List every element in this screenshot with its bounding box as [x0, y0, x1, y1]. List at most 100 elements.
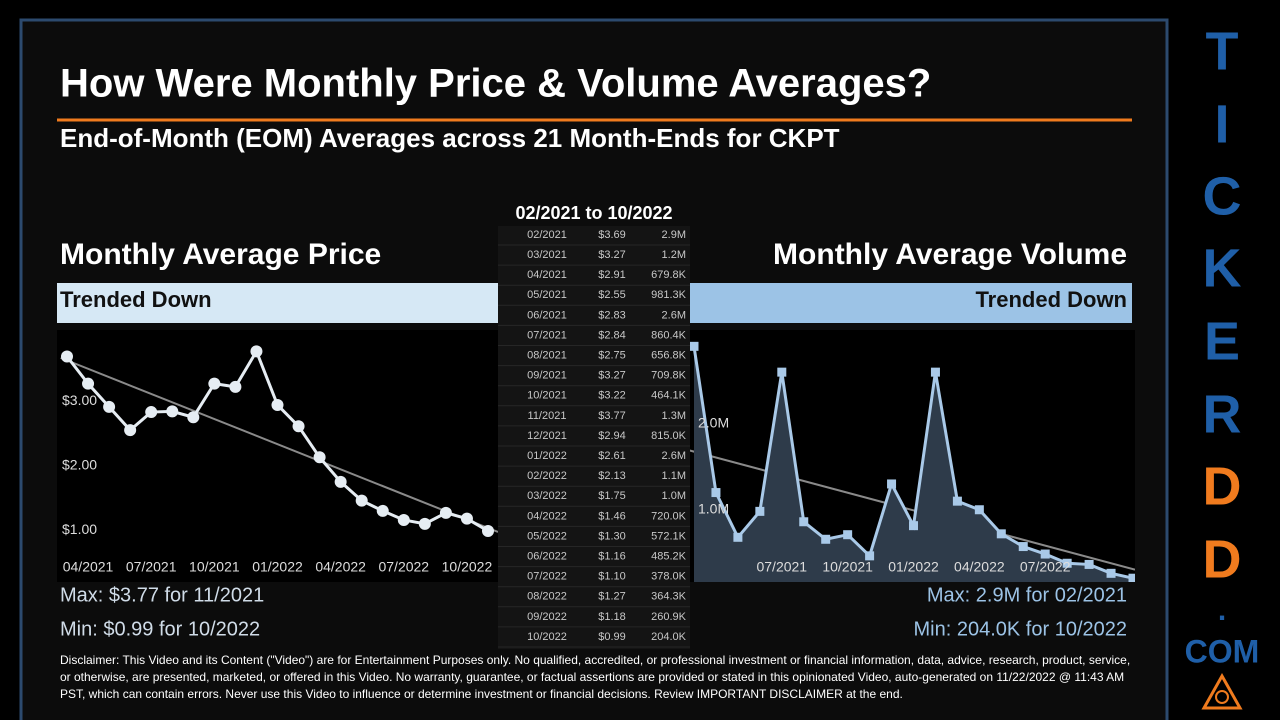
table-cell: $1.75	[598, 490, 626, 502]
price-min: Min: $0.99 for 10/2022	[60, 618, 260, 640]
table-cell: $1.27	[598, 591, 626, 603]
table-cell: 08/2021	[527, 350, 567, 362]
price-point	[124, 424, 137, 437]
chart	[690, 341, 1135, 582]
table-cell: 485.2K	[651, 551, 687, 563]
price-point	[250, 345, 263, 358]
table-cell: $2.13	[598, 470, 626, 482]
price-point	[418, 517, 431, 530]
table-cell: $2.61	[598, 450, 626, 462]
table-cell: 572.1K	[651, 530, 687, 542]
brand-letter: D	[1203, 456, 1242, 516]
volume-point	[1040, 549, 1050, 559]
table-cell: $1.10	[598, 571, 626, 583]
price-point	[166, 405, 179, 418]
table-cell: 12/2021	[527, 430, 567, 442]
x-tick-label: 07/2021	[126, 559, 177, 575]
x-tick-label: 07/2022	[1020, 559, 1071, 575]
brand-letter: K	[1203, 238, 1242, 298]
brand-letter: I	[1214, 94, 1229, 154]
x-tick-label: 01/2022	[252, 559, 303, 575]
volume-point	[1018, 542, 1028, 552]
table-cell: 05/2021	[527, 289, 567, 301]
table-cell: 06/2022	[527, 551, 567, 563]
price-plot	[57, 330, 498, 582]
price-point	[397, 513, 410, 526]
volume-point	[733, 532, 743, 542]
table-cell: 09/2021	[527, 370, 567, 382]
price-trend-bar	[57, 283, 498, 323]
volume-min: Min: 204.0K for 10/2022	[914, 618, 1127, 640]
volume-max: Max: 2.9M for 02/2021	[927, 584, 1127, 606]
table-cell: 10/2022	[527, 631, 567, 643]
table-cell: 03/2022	[527, 490, 567, 502]
volume-point	[1106, 568, 1116, 578]
price-point	[103, 400, 116, 413]
price-point	[313, 451, 326, 464]
price-point	[208, 377, 221, 390]
chart	[60, 345, 498, 537]
table-cell: 981.3K	[651, 289, 687, 301]
price-point	[229, 380, 242, 393]
volume-point	[996, 529, 1006, 539]
table-cell: $3.27	[598, 249, 626, 261]
price-point	[355, 494, 368, 507]
table-cell: $1.46	[598, 510, 626, 522]
table-cell: 04/2022	[527, 510, 567, 522]
table-cell: 03/2021	[527, 249, 567, 261]
volume-point	[1062, 558, 1072, 568]
brand-letter: T	[1206, 21, 1239, 81]
volume-point	[799, 517, 809, 527]
volume-trend-bar	[690, 283, 1132, 323]
table-cell: $2.91	[598, 269, 626, 281]
logo	[1201, 672, 1243, 710]
price-point	[61, 350, 73, 363]
table-cell: $2.55	[598, 289, 626, 301]
table-title: 02/2021 to 10/2022	[515, 203, 672, 223]
volume-point	[1084, 559, 1094, 569]
volume-point	[690, 341, 699, 351]
x-tick-label: 10/2021	[189, 559, 240, 575]
y-tick-label: 1.0M	[698, 500, 729, 516]
table-cell: 204.0K	[651, 631, 687, 643]
table-cell: 05/2022	[527, 530, 567, 542]
disclaimer: Disclaimer: This Video and its Content (…	[60, 653, 1131, 701]
table-cell: $3.27	[598, 370, 626, 382]
price-point	[376, 504, 389, 517]
volume-point	[755, 506, 765, 516]
volume-trend: Trended Down	[975, 287, 1127, 312]
table-cell: 02/2022	[527, 470, 567, 482]
table-cell: 1.2M	[662, 249, 686, 261]
brand-letter: E	[1204, 311, 1240, 371]
subtitle: End-of-Month (EOM) Averages across 21 Mo…	[60, 123, 840, 153]
volume-point	[887, 479, 897, 489]
table-cell: $2.83	[598, 309, 626, 321]
y-tick-label: 2.0M	[698, 414, 729, 430]
table-cell: 04/2021	[527, 269, 567, 281]
price-max: Max: $3.77 for 11/2021	[60, 584, 264, 606]
table-cell: $3.77	[598, 410, 626, 422]
table-cell: 2.6M	[662, 309, 686, 321]
table-cell: $3.69	[598, 229, 626, 241]
x-tick-label: 07/2021	[756, 559, 807, 575]
table-cell: 815.0K	[651, 430, 687, 442]
brand-letter: COM	[1185, 633, 1260, 669]
x-tick-label: 04/2022	[954, 559, 1005, 575]
x-tick-label: 10/2021	[822, 559, 873, 575]
price-point	[145, 406, 158, 419]
table-cell: 860.4K	[651, 329, 687, 341]
volume-point	[711, 488, 721, 498]
table-cell: 02/2021	[527, 229, 567, 241]
brand-letter: D	[1203, 529, 1242, 589]
volume-point	[821, 534, 831, 544]
table-cell: 1.0M	[662, 490, 686, 502]
table-cell: $2.94	[598, 430, 626, 442]
table-cell: 07/2022	[527, 571, 567, 583]
table-cell: $2.84	[598, 329, 626, 341]
price-point	[82, 377, 95, 390]
table-cell: 1.3M	[662, 410, 686, 422]
y-tick-label: $3.00	[62, 392, 97, 408]
table-cell: $2.75	[598, 350, 626, 362]
table-cell: $3.22	[598, 390, 626, 402]
